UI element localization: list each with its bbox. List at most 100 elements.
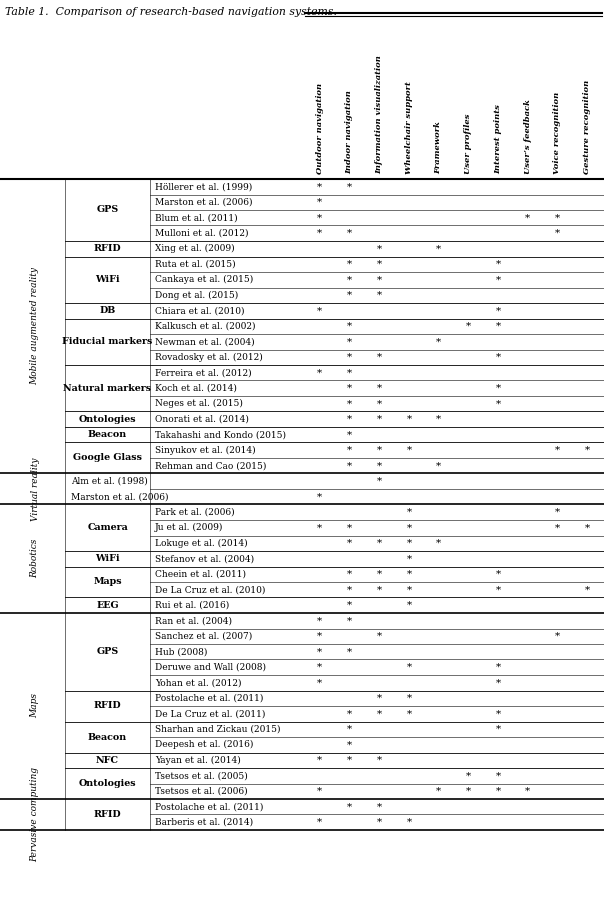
Text: *: * <box>555 446 560 455</box>
Text: *: * <box>555 228 560 238</box>
Text: *: * <box>347 260 352 269</box>
Text: *: * <box>377 477 382 485</box>
Text: *: * <box>377 569 382 579</box>
Text: *: * <box>347 709 352 718</box>
Text: Ran et al. (2004): Ran et al. (2004) <box>155 616 232 625</box>
Text: *: * <box>555 523 560 532</box>
Text: *: * <box>377 399 382 409</box>
Text: *: * <box>347 275 352 284</box>
Text: Xing et al. (2009): Xing et al. (2009) <box>155 244 234 253</box>
Text: Onorati et al. (2014): Onorati et al. (2014) <box>155 415 249 424</box>
Text: *: * <box>585 523 590 532</box>
Text: Gesture recognition: Gesture recognition <box>583 80 591 174</box>
Text: Outdoor navigation: Outdoor navigation <box>316 83 324 174</box>
Text: Kalkusch et al. (2002): Kalkusch et al. (2002) <box>155 322 255 331</box>
Text: *: * <box>347 291 352 300</box>
Text: *: * <box>347 600 352 610</box>
Text: *: * <box>466 771 471 781</box>
Text: De La Cruz et al. (2010): De La Cruz et al. (2010) <box>155 585 265 594</box>
Text: *: * <box>377 694 382 703</box>
Text: *: * <box>317 182 323 191</box>
Text: RFID: RFID <box>94 810 121 819</box>
Text: *: * <box>317 368 323 377</box>
Text: Cheein et al. (2011): Cheein et al. (2011) <box>155 569 246 579</box>
Text: Neges et al. (2015): Neges et al. (2015) <box>155 399 243 409</box>
Text: *: * <box>406 818 411 827</box>
Text: *: * <box>406 538 411 547</box>
Text: *: * <box>495 260 501 269</box>
Text: Ontologies: Ontologies <box>79 415 137 424</box>
Text: *: * <box>406 694 411 703</box>
Text: *: * <box>495 306 501 315</box>
Text: *: * <box>317 228 323 238</box>
Text: *: * <box>317 818 323 827</box>
Text: *: * <box>406 663 411 672</box>
Text: WiFi: WiFi <box>95 275 120 284</box>
Text: GPS: GPS <box>97 647 118 656</box>
Text: *: * <box>317 197 323 207</box>
Text: Rovadosky et al. (2012): Rovadosky et al. (2012) <box>155 353 263 362</box>
Text: Höllerer et al. (1999): Höllerer et al. (1999) <box>155 182 252 191</box>
Text: *: * <box>406 585 411 594</box>
Text: Stefanov et al. (2004): Stefanov et al. (2004) <box>155 554 254 563</box>
Text: *: * <box>555 632 560 641</box>
Text: *: * <box>436 337 441 346</box>
Text: *: * <box>495 771 501 781</box>
Text: Mobile augmented reality: Mobile augmented reality <box>30 267 39 385</box>
Text: Yayan et al. (2014): Yayan et al. (2014) <box>155 756 241 765</box>
Text: *: * <box>377 353 382 362</box>
Text: *: * <box>317 756 323 765</box>
Text: Sinyukov et al. (2014): Sinyukov et al. (2014) <box>155 446 255 455</box>
Text: NFC: NFC <box>96 756 119 765</box>
Text: Lokuge et al. (2014): Lokuge et al. (2014) <box>155 538 248 547</box>
Text: WiFi: WiFi <box>95 554 120 563</box>
Text: *: * <box>495 787 501 796</box>
Text: *: * <box>317 787 323 796</box>
Text: *: * <box>406 415 411 424</box>
Text: Ju et al. (2009): Ju et al. (2009) <box>155 523 223 532</box>
Text: *: * <box>347 446 352 455</box>
Text: *: * <box>406 508 411 516</box>
Text: *: * <box>317 632 323 641</box>
Text: *: * <box>347 399 352 409</box>
Text: De La Cruz et al. (2011): De La Cruz et al. (2011) <box>155 709 265 718</box>
Text: Indoor navigation: Indoor navigation <box>345 90 353 174</box>
Text: *: * <box>347 802 352 812</box>
Text: Tsetsos et al. (2006): Tsetsos et al. (2006) <box>155 787 248 796</box>
Text: *: * <box>347 368 352 377</box>
Text: Koch et al. (2014): Koch et al. (2014) <box>155 384 237 393</box>
Text: Rehman and Cao (2015): Rehman and Cao (2015) <box>155 462 266 470</box>
Text: *: * <box>347 322 352 331</box>
Text: *: * <box>495 275 501 284</box>
Text: *: * <box>377 446 382 455</box>
Text: Alm et al. (1998): Alm et al. (1998) <box>71 477 148 485</box>
Text: *: * <box>347 430 352 440</box>
Text: *: * <box>377 538 382 547</box>
Text: *: * <box>317 647 323 656</box>
Text: *: * <box>406 446 411 455</box>
Text: *: * <box>436 415 441 424</box>
Text: *: * <box>436 538 441 547</box>
Text: *: * <box>377 275 382 284</box>
Text: *: * <box>347 337 352 346</box>
Text: *: * <box>495 725 501 734</box>
Text: RFID: RFID <box>94 244 121 253</box>
Text: *: * <box>347 647 352 656</box>
Text: Information visualization: Information visualization <box>375 55 384 174</box>
Text: Hub (2008): Hub (2008) <box>155 647 207 656</box>
Text: *: * <box>347 616 352 625</box>
Text: RFID: RFID <box>94 702 121 710</box>
Text: User profiles: User profiles <box>464 113 472 174</box>
Text: Ontologies: Ontologies <box>79 779 137 788</box>
Text: *: * <box>377 818 382 827</box>
Text: *: * <box>466 787 471 796</box>
Text: Ruta et al. (2015): Ruta et al. (2015) <box>155 260 236 269</box>
Text: Natural markers: Natural markers <box>63 384 152 393</box>
Text: Mulloni et al. (2012): Mulloni et al. (2012) <box>155 228 248 238</box>
Text: GPS: GPS <box>97 206 118 215</box>
Text: *: * <box>317 306 323 315</box>
Text: *: * <box>377 384 382 393</box>
Text: *: * <box>495 678 501 687</box>
Text: *: * <box>495 569 501 579</box>
Text: *: * <box>347 228 352 238</box>
